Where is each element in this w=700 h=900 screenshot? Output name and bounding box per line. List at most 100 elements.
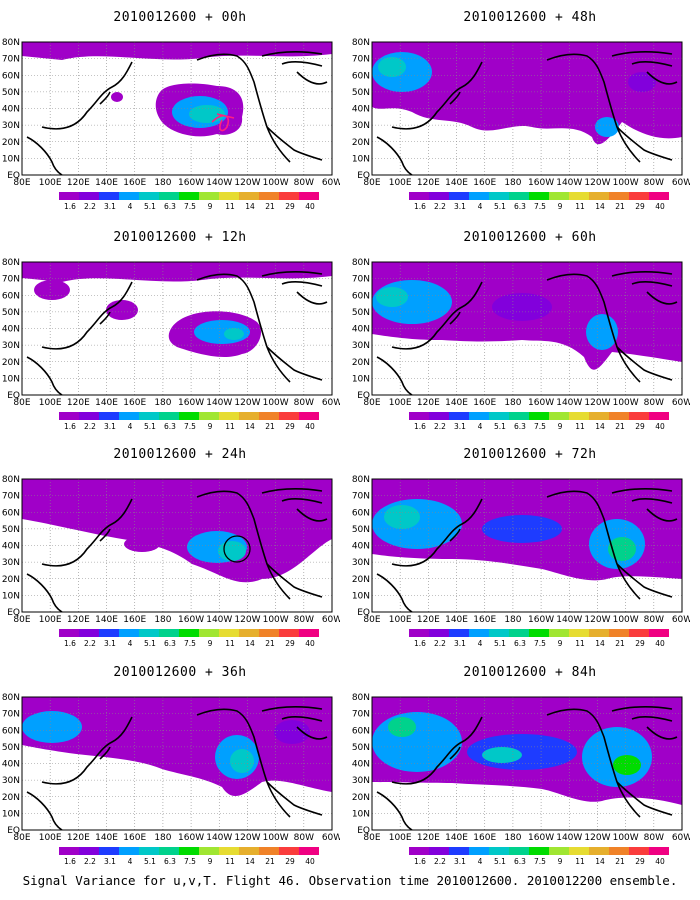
longitude-label: 80W bbox=[644, 833, 664, 843]
latitude-label: 80N bbox=[352, 475, 370, 485]
colorbar-label: 7.5 bbox=[184, 639, 196, 648]
colorbar-swatch bbox=[429, 847, 449, 855]
colorbar-swatch bbox=[649, 847, 669, 855]
colorbar-label: 14 bbox=[595, 202, 605, 211]
signal-variance-field bbox=[372, 697, 682, 805]
longitude-label: 140W bbox=[556, 398, 582, 408]
coastlines bbox=[26, 488, 328, 612]
colorbar-swatch bbox=[59, 192, 79, 200]
colorbar: 1.6 2.2 3.1 4 5.1 6.3 7.5 9 11 14 21 29 40 bbox=[409, 192, 669, 211]
colorbar-label: 1.6 bbox=[64, 857, 76, 866]
colorbar-swatch bbox=[489, 629, 509, 637]
latitude-label: 20N bbox=[2, 793, 20, 803]
longitude-label: 60W bbox=[322, 178, 340, 188]
longitude-label: 160E bbox=[123, 398, 146, 408]
longitude-label: 140W bbox=[206, 398, 232, 408]
colorbar-swatch bbox=[409, 192, 429, 200]
panel-title: 2010012600 + 72h bbox=[463, 447, 597, 462]
colorbar-label: 14 bbox=[245, 202, 255, 211]
longitude-label: 180 bbox=[154, 615, 171, 625]
colorbar-swatch bbox=[59, 412, 79, 420]
colorbar-label: 3.1 bbox=[454, 422, 466, 431]
colorbar-swatch bbox=[299, 192, 319, 200]
colorbar-label: 2.2 bbox=[434, 202, 446, 211]
flight-track bbox=[211, 113, 235, 132]
longitude-label: 100E bbox=[39, 178, 62, 188]
map-frame bbox=[21, 261, 333, 396]
colorbar-label: 9 bbox=[208, 202, 213, 211]
colorbar-swatch bbox=[79, 847, 99, 855]
colorbar-label: 7.5 bbox=[534, 857, 546, 866]
colorbar-label: 14 bbox=[595, 422, 605, 431]
longitude-label: 140W bbox=[556, 615, 582, 625]
latitude-label: 30N bbox=[2, 121, 20, 131]
longitude-label: 160W bbox=[178, 615, 204, 625]
colorbar-swatch bbox=[239, 412, 259, 420]
colorbar-label: 9 bbox=[208, 857, 213, 866]
longitude-label: 160W bbox=[178, 398, 204, 408]
colorbar-swatch bbox=[569, 847, 589, 855]
signal-field-core bbox=[22, 711, 82, 743]
coastlines bbox=[376, 51, 678, 175]
colorbar-label: 2.2 bbox=[434, 639, 446, 648]
colorbar-label: 4 bbox=[478, 202, 483, 211]
colorbar-label: 2.2 bbox=[84, 639, 96, 648]
latitude-label: 50N bbox=[2, 743, 20, 753]
latitude-label: 20N bbox=[352, 575, 370, 585]
longitude-label: 80E bbox=[363, 615, 380, 625]
colorbar-label: 2.2 bbox=[84, 857, 96, 866]
colorbar-label: 7.5 bbox=[184, 422, 196, 431]
colorbar-swatch bbox=[199, 629, 219, 637]
colorbar-label: 5.1 bbox=[494, 422, 506, 431]
colorbar-swatch bbox=[609, 192, 629, 200]
signal-field-core bbox=[376, 287, 408, 307]
colorbar-swatch bbox=[549, 412, 569, 420]
colorbar-swatch bbox=[259, 412, 279, 420]
colorbar-swatch bbox=[279, 412, 299, 420]
colorbar: 1.6 2.2 3.1 4 5.1 6.3 7.5 9 11 14 21 29 40 bbox=[59, 412, 319, 431]
longitude-label: 180 bbox=[504, 398, 521, 408]
signal-field-spot bbox=[106, 300, 138, 320]
colorbar-swatch bbox=[469, 629, 489, 637]
latitude-label: EQ bbox=[7, 608, 20, 618]
signal-field-core bbox=[582, 727, 652, 787]
colorbar-label: 5.1 bbox=[144, 202, 156, 211]
latitude-label: 50N bbox=[352, 88, 370, 98]
colorbar-swatch bbox=[549, 192, 569, 200]
colorbar-swatch bbox=[119, 847, 139, 855]
colorbar-swatch bbox=[609, 847, 629, 855]
colorbar-label: 1.6 bbox=[414, 422, 426, 431]
colorbar-label: 21 bbox=[265, 202, 275, 211]
colorbar-swatch bbox=[589, 847, 609, 855]
coastlines bbox=[26, 271, 328, 395]
longitude-label: 100W bbox=[263, 398, 289, 408]
colorbar-label: 3.1 bbox=[454, 202, 466, 211]
colorbar-swatch bbox=[179, 629, 199, 637]
colorbar-swatch bbox=[239, 629, 259, 637]
colorbar: 1.6 2.2 3.1 4 5.1 6.3 7.5 9 11 14 21 29 40 bbox=[409, 629, 669, 648]
longitude-label: 60W bbox=[322, 615, 340, 625]
longitude-label: 120E bbox=[417, 833, 440, 843]
signal-field-core bbox=[230, 749, 254, 773]
latitude-label: 70N bbox=[2, 492, 20, 502]
longitude-label: 80W bbox=[644, 178, 664, 188]
colorbar-label: 3.1 bbox=[454, 857, 466, 866]
signal-field-spot bbox=[111, 92, 123, 102]
colorbar-label: 21 bbox=[615, 857, 625, 866]
latitude-label: EQ bbox=[357, 826, 370, 836]
longitude-label: 80E bbox=[363, 833, 380, 843]
longitude-label: 60W bbox=[672, 178, 690, 188]
longitude-label: 80W bbox=[294, 178, 314, 188]
colorbar-label: 40 bbox=[655, 857, 665, 866]
colorbar-swatch bbox=[429, 629, 449, 637]
longitude-label: 180 bbox=[504, 178, 521, 188]
colorbar-label: 7.5 bbox=[534, 422, 546, 431]
colorbar-label: 9 bbox=[558, 422, 563, 431]
latitude-label: 10N bbox=[2, 154, 20, 164]
colorbar-swatch bbox=[99, 192, 119, 200]
colorbar-swatch bbox=[449, 629, 469, 637]
longitude-label: 100W bbox=[613, 178, 639, 188]
longitude-label: 120W bbox=[584, 178, 610, 188]
colorbar-swatch bbox=[259, 629, 279, 637]
